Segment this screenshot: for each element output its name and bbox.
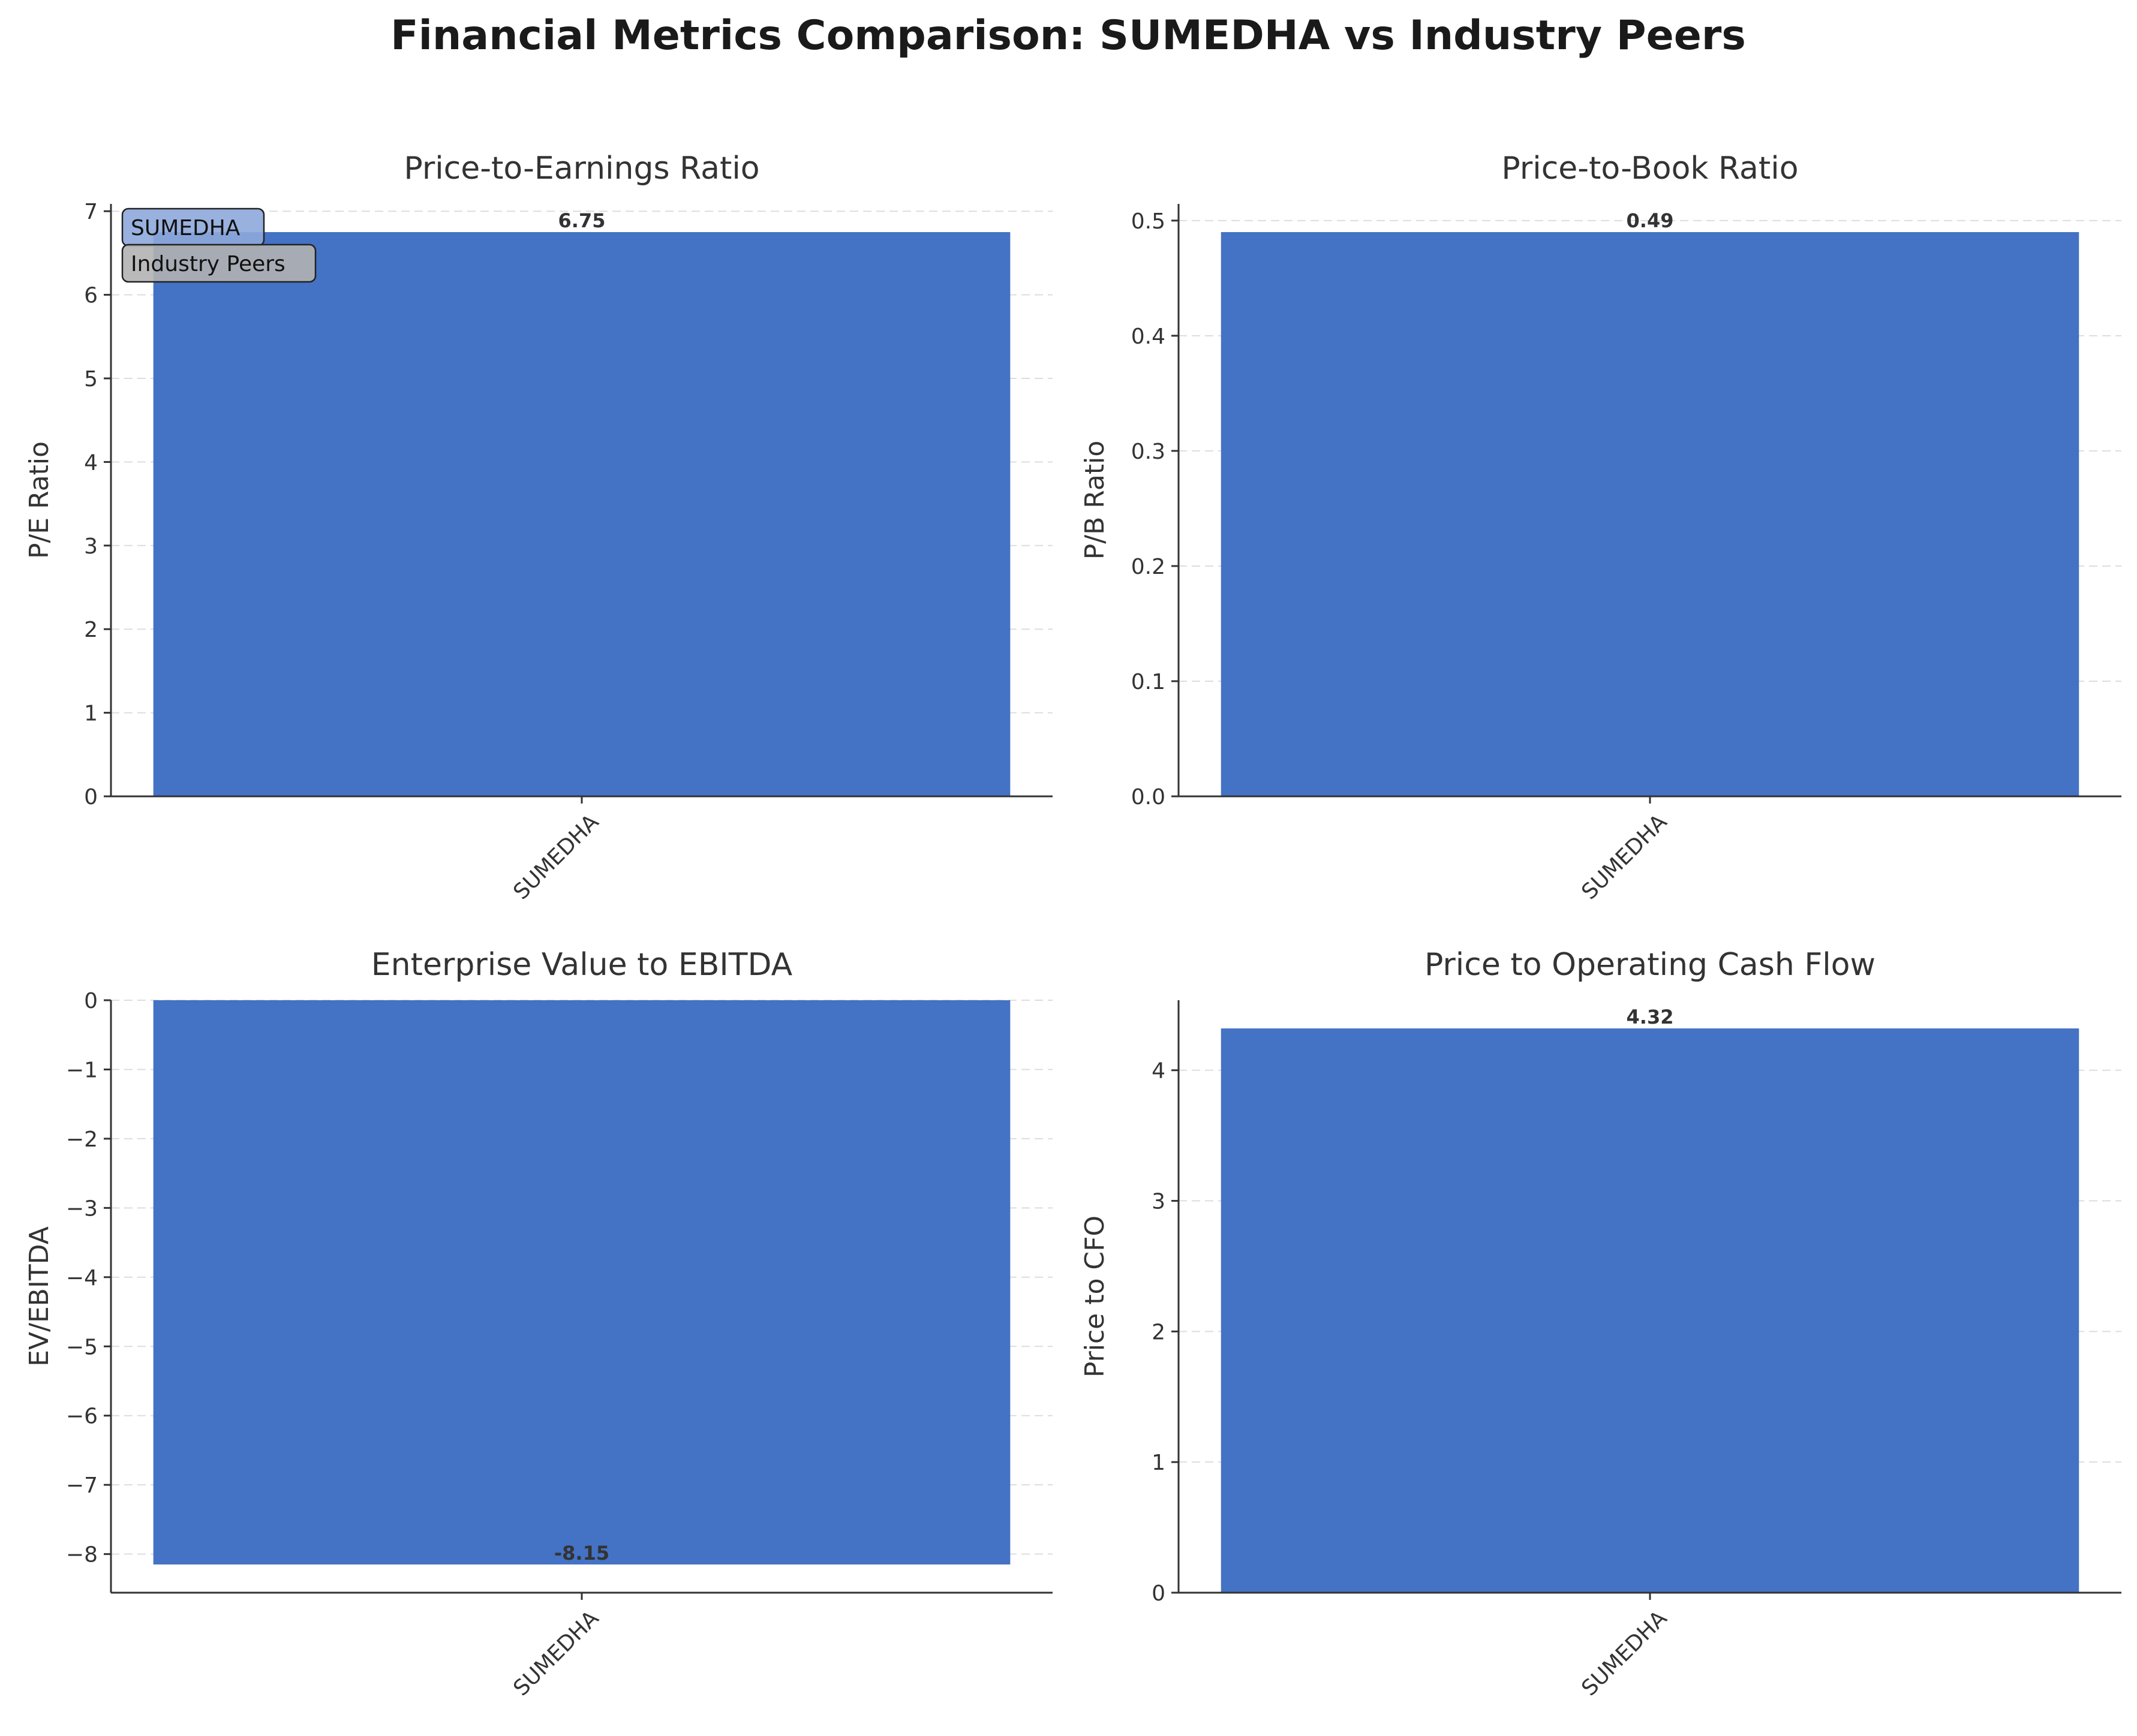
y-tick-label: 4 bbox=[84, 450, 98, 475]
y-tick-label: 7 bbox=[84, 200, 98, 224]
y-tick-label: 0.0 bbox=[1131, 785, 1165, 810]
y-tick-label: 1 bbox=[84, 702, 98, 726]
figure-title: Financial Metrics Comparison: SUMEDHA vs… bbox=[390, 12, 1746, 59]
y-tick-label: 5 bbox=[84, 367, 98, 392]
bar-sumedha bbox=[153, 232, 1011, 796]
y-tick-label: 0 bbox=[1152, 1581, 1165, 1606]
y-tick-label: −8 bbox=[66, 1543, 98, 1567]
y-tick-label: 0 bbox=[84, 785, 98, 810]
y-tick-label: 0.2 bbox=[1131, 555, 1165, 579]
bar-value-label: -8.15 bbox=[554, 1542, 609, 1564]
panels: 6.75 0 1 2 3 4 5 6 7 SUMEDHA Price-to-Earnings Rat… bbox=[24, 151, 2121, 1701]
panel-4: 4.32 0 1 2 3 4 SUMEDHA Price to Operating Cash … bbox=[1080, 947, 2121, 1701]
y-tick-label: 0.4 bbox=[1131, 324, 1165, 349]
y-axis-label: EV/EBITDA bbox=[24, 1226, 55, 1367]
bar-value-label: 0.49 bbox=[1627, 209, 1674, 232]
panel-title: Price-to-Earnings Ratio bbox=[404, 151, 759, 186]
bar-value-label: 4.32 bbox=[1627, 1006, 1674, 1028]
legend: SUMEDHA Industry Peers bbox=[121, 207, 317, 283]
y-tick-label: 1 bbox=[1152, 1451, 1165, 1475]
bar-sumedha bbox=[153, 1000, 1011, 1564]
x-tick-label: SUMEDHA bbox=[1577, 810, 1672, 904]
y-tick-label: 0 bbox=[84, 989, 98, 1013]
x-tick-label: SUMEDHA bbox=[509, 810, 603, 904]
y-axis-label: Price to CFO bbox=[1080, 1215, 1110, 1377]
bar-sumedha bbox=[1221, 232, 2079, 796]
y-tick-label: 6 bbox=[84, 284, 98, 308]
y-tick-label: −4 bbox=[66, 1266, 98, 1290]
y-tick-label: 3 bbox=[1152, 1190, 1165, 1214]
y-tick-label: 4 bbox=[1152, 1059, 1165, 1084]
panel-title: Price to Operating Cash Flow bbox=[1424, 947, 1875, 983]
x-tick-label: SUMEDHA bbox=[1577, 1606, 1672, 1701]
y-tick-label: 2 bbox=[1152, 1320, 1165, 1344]
panel-3: -8.15 0 −1 −2 −3 −4 −5 −6 −7 −8 SUMEDHA Enterprise … bbox=[24, 947, 1053, 1701]
x-tick-label: SUMEDHA bbox=[509, 1606, 603, 1701]
y-tick-label: 0.1 bbox=[1131, 670, 1165, 694]
y-tick-label: 0.5 bbox=[1131, 209, 1165, 234]
y-tick-label: −2 bbox=[66, 1127, 98, 1152]
y-tick-label: −6 bbox=[66, 1404, 98, 1429]
bar-value-label: 6.75 bbox=[558, 209, 606, 232]
bar-sumedha bbox=[1221, 1028, 2079, 1593]
panel-1: 6.75 0 1 2 3 4 5 6 7 SUMEDHA Price-to-Earnings Rat… bbox=[24, 151, 1053, 904]
panel-2: 0.49 0.0 0.1 0.2 0.3 0.4 0.5 SUMEDHA Price-to-Bo… bbox=[1080, 151, 2121, 904]
panel-title: Price-to-Book Ratio bbox=[1501, 151, 1798, 186]
y-axis-label: P/B Ratio bbox=[1080, 441, 1110, 560]
legend-item-label: Industry Peers bbox=[131, 252, 285, 276]
y-tick-label: −5 bbox=[66, 1335, 98, 1359]
y-tick-label: −7 bbox=[66, 1473, 98, 1498]
panel-title: Enterprise Value to EBITDA bbox=[371, 947, 793, 983]
y-tick-label: −1 bbox=[66, 1058, 98, 1082]
y-tick-label: 0.3 bbox=[1131, 440, 1165, 464]
legend-item-label: SUMEDHA bbox=[131, 216, 241, 240]
y-tick-label: −3 bbox=[66, 1196, 98, 1221]
y-tick-label: 3 bbox=[84, 534, 98, 559]
y-axis-label: P/E Ratio bbox=[24, 441, 55, 559]
y-tick-label: 2 bbox=[84, 618, 98, 642]
legend-box bbox=[121, 243, 317, 283]
